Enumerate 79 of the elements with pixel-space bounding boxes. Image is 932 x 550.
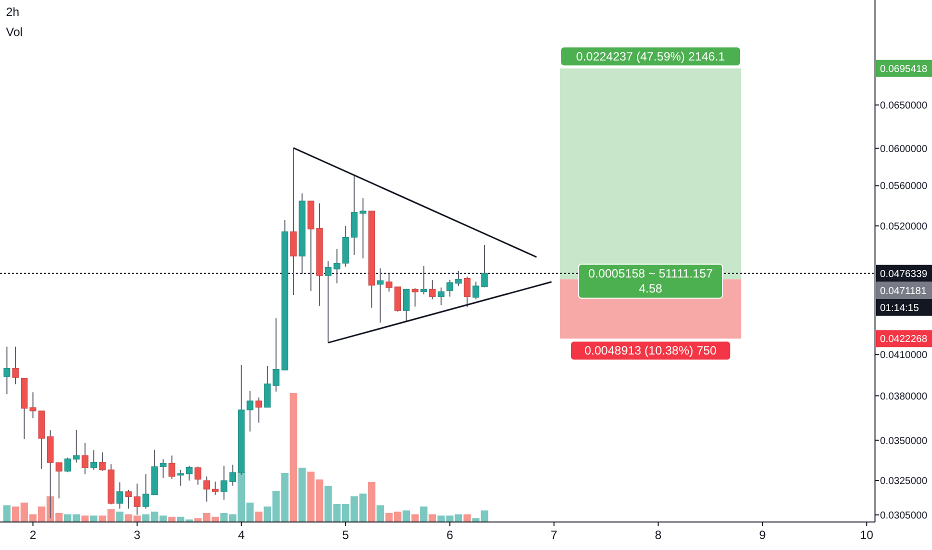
candlestick [134,483,140,516]
x-tick-label: 6 [446,528,454,542]
chart-title: Vol [6,25,23,39]
candlestick [324,260,332,344]
candlestick [220,465,228,500]
text: 0.0422268 [880,334,928,346]
bar [90,516,98,522]
text: 0.0471181 [880,286,927,297]
candlestick [125,489,132,510]
x-tick-label: 4 [238,528,246,542]
x-tick-label: 8 [654,528,662,542]
y-tick-label: 0.0560000 [880,181,928,192]
bar [376,505,384,522]
candlestick [420,266,428,295]
x-tick-label: 9 [759,528,766,542]
candlestick [56,462,62,499]
candlestick [116,482,124,510]
band-label: 0.0048913 (10.38%) 750 [584,344,717,358]
candlestick [386,272,392,292]
candlestick [229,464,236,486]
candlestick [394,286,402,312]
bar [464,514,471,522]
y-tick-label: 0.0410000 [880,350,928,362]
bar [290,393,298,522]
candlestick [64,457,71,473]
bar [428,514,436,522]
candlestick [446,279,454,298]
annotation: 4.58 [638,281,663,296]
bar [411,514,419,522]
candlestick [464,276,471,308]
y-tick-label: 0.0305000 [880,510,928,522]
x-tick-label: 5 [342,528,350,542]
candlestick [481,244,488,288]
candlestick [212,481,219,496]
bar [298,468,306,522]
y-tick-label: 0.0380000 [880,391,928,402]
y-tick-label: 0.0350000 [880,436,928,447]
candlestick [360,198,366,259]
y-tick-label: 0.0600000 [880,144,928,155]
candlestick [246,390,254,432]
candlestick [160,458,167,478]
bar [420,506,428,522]
x-tick-label: 10 [860,528,874,542]
band-label: 0.0224237 (47.59%) 2146.1 [576,49,726,64]
candlestick [168,455,176,480]
y-tick-label: 0.0650000 [880,100,928,112]
y-tick-label: 0.0520000 [880,221,928,232]
candlestick [438,287,444,306]
annotation: 0.0005158 ~ 51111.157 [588,266,714,280]
ref-line-label: 0.0476339 [880,268,928,280]
candlestick [73,429,80,464]
candlestick [142,474,150,510]
text: 0.0695418 [880,64,928,75]
bar [3,505,11,522]
candlestick [472,281,480,300]
x-tick-label: 2 [30,528,37,542]
candlestick [194,466,202,486]
candlestick [90,450,98,470]
text: 01:14:15 [880,302,920,314]
x-tick-label: 3 [134,528,141,542]
candlestick [4,346,10,395]
candlestick [255,396,262,424]
candlestick [455,270,462,286]
y-tick-label: 0.0325000 [880,476,928,487]
bar [402,510,410,522]
candlestick [82,442,88,475]
candlestick [186,465,193,482]
bar [368,482,376,522]
candlestick [376,268,384,324]
candlestick [177,469,184,486]
bar [116,512,124,522]
x-tick-label: 7 [550,528,558,542]
candlestick [203,476,210,502]
bar [255,512,262,522]
text: 2h [6,5,20,19]
candlestick [403,288,410,322]
candlestick [412,288,418,308]
candlestick [12,346,19,385]
candlestick [429,279,436,300]
